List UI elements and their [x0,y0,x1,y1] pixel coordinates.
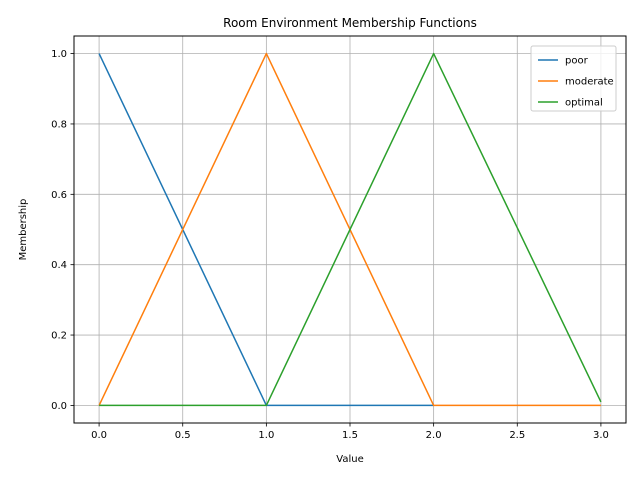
y-axis-label: Membership [18,199,29,261]
x-tick-label: 2.0 [426,430,442,441]
y-tick-label: 0.4 [51,260,67,271]
x-tick-label: 0.0 [91,430,107,441]
series-line-optimal [99,52,602,407]
x-tick-label: 0.5 [175,430,191,441]
legend-label-optimal: optimal [565,98,603,109]
legend-label-poor: poor [565,56,589,67]
x-tick-label: 1.0 [258,430,274,441]
legend-box [530,45,617,112]
y-tick-label: 0.6 [51,190,67,201]
x-axis-ticks: 0.0 0.5 1.0 1.5 2.0 2.5 3.0 [91,423,609,441]
y-tick-label: 0.2 [51,331,67,342]
y-tick-label: 0.0 [51,401,67,412]
series-lines [98,52,602,407]
y-tick-label: 1.0 [51,49,67,60]
y-axis-ticks: 0.0 0.2 0.4 0.6 0.8 1.0 [51,49,74,412]
y-tick-label: 0.8 [51,119,67,130]
legend-label-moderate: moderate [565,77,614,88]
legend: poor moderate optimal [530,45,617,112]
x-tick-label: 2.5 [509,430,525,441]
chart-title: Room Environment Membership Functions [223,16,477,30]
x-tick-label: 1.5 [342,430,358,441]
x-tick-label: 3.0 [593,430,609,441]
x-axis-label: Value [336,454,363,465]
